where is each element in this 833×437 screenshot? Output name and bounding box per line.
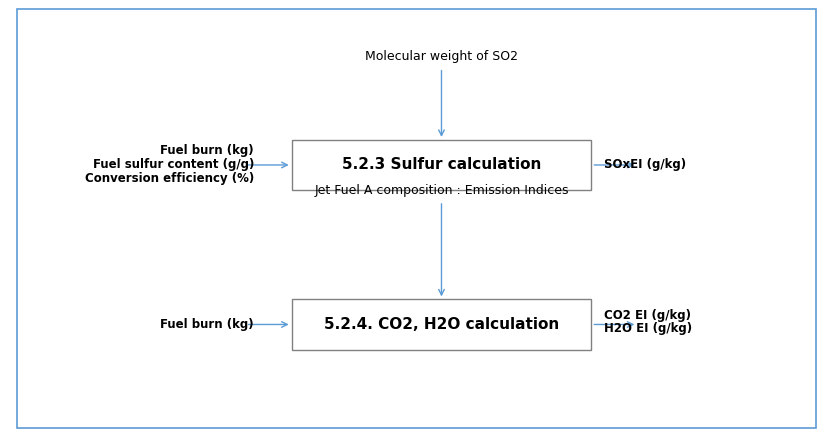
Text: 5.2.4. CO2, H2O calculation: 5.2.4. CO2, H2O calculation	[324, 317, 559, 332]
Text: Fuel burn (kg): Fuel burn (kg)	[161, 144, 254, 157]
Text: Conversion efficiency (%): Conversion efficiency (%)	[85, 172, 254, 185]
Text: Molecular weight of SO2: Molecular weight of SO2	[365, 50, 518, 63]
Text: Jet Fuel A composition : Emission Indices: Jet Fuel A composition : Emission Indice…	[314, 184, 569, 197]
Text: Fuel sulfur content (g/g): Fuel sulfur content (g/g)	[92, 158, 254, 171]
FancyBboxPatch shape	[292, 140, 591, 190]
Text: 5.2.3 Sulfur calculation: 5.2.3 Sulfur calculation	[342, 157, 541, 173]
FancyBboxPatch shape	[292, 299, 591, 350]
Text: Fuel burn (kg): Fuel burn (kg)	[161, 318, 254, 331]
FancyBboxPatch shape	[17, 9, 816, 428]
Text: CO2 EI (g/kg): CO2 EI (g/kg)	[604, 309, 691, 322]
Text: SOxEI (g/kg): SOxEI (g/kg)	[604, 158, 686, 171]
Text: H2O EI (g/kg): H2O EI (g/kg)	[604, 322, 692, 335]
